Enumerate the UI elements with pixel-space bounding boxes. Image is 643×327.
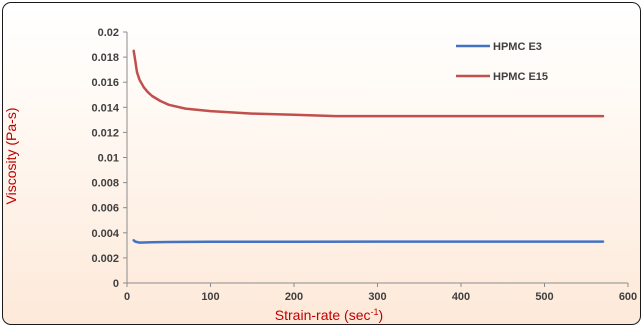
y-tick-label: 0.018 [91, 52, 119, 64]
y-tick-label: 0.016 [91, 77, 119, 89]
y-tick-label: 0.012 [91, 127, 119, 139]
y-tick-label: 0 [113, 278, 119, 290]
y-tick-label: 0.008 [91, 178, 119, 190]
x-axis-title-end: ) [379, 307, 384, 323]
series-lines [132, 49, 605, 244]
y-tick-label: 0.02 [98, 27, 119, 39]
x-tick-label: 600 [619, 291, 637, 303]
axes [126, 32, 628, 284]
x-tick-label: 200 [285, 291, 303, 303]
y-tick-label: 0.014 [91, 102, 119, 114]
x-axis-ticks: 0 100 200 300 400 500 600 [124, 283, 637, 303]
x-tick-label: 0 [124, 291, 130, 303]
series-line-1 [132, 239, 605, 244]
y-axis-ticks: 0 0.002 0.004 0.006 0.008 0.01 0.012 0.014 0.016… [91, 27, 127, 290]
legend-label: HPMC E15 [493, 71, 548, 83]
x-axis-title-main: Strain-rate (sec [275, 307, 371, 323]
x-tick-label: 100 [201, 291, 219, 303]
x-tick-label: 400 [452, 291, 470, 303]
y-axis-title: Viscosity (Pa-s) [3, 108, 19, 205]
x-tick-label: 300 [368, 291, 386, 303]
x-tick-label: 500 [535, 291, 553, 303]
series-line-2 [132, 49, 605, 118]
y-tick-label: 0.002 [91, 253, 119, 265]
y-tick-label: 0.01 [98, 153, 119, 165]
legend-label: HPMC E3 [493, 41, 542, 53]
x-axis-title-superscript: -1 [371, 307, 379, 317]
legend: HPMC E3 HPMC E15 [456, 41, 548, 83]
x-axis-title: Strain-rate (sec-1) [275, 307, 383, 323]
y-tick-label: 0.006 [91, 203, 119, 215]
y-tick-label: 0.004 [91, 228, 119, 240]
